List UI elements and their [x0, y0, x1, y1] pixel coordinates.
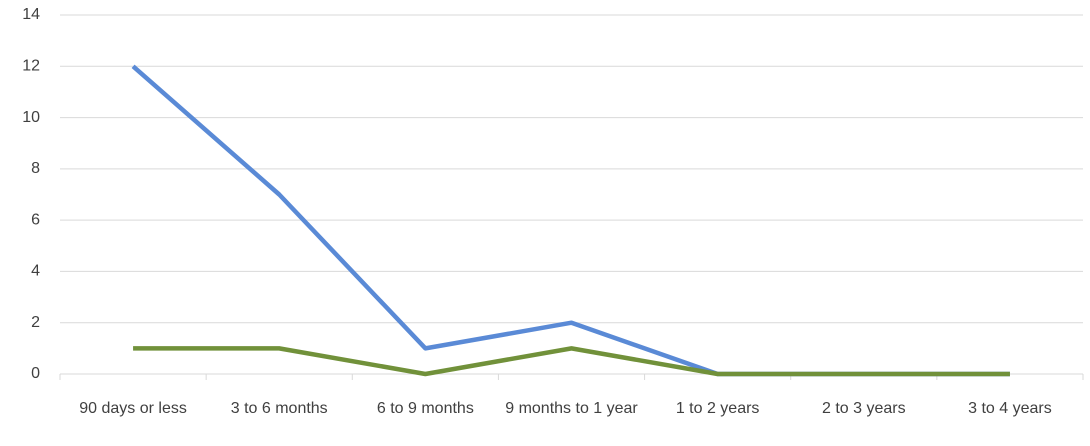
- line: [133, 346, 1010, 377]
- y-tick-label: 8: [31, 160, 40, 177]
- y-tick-label: 12: [22, 58, 40, 75]
- y-tick-label: 0: [31, 365, 40, 382]
- y-tick-label: 14: [22, 6, 40, 23]
- y-tick-label: 2: [31, 314, 40, 331]
- x-tick-label: 2 to 3 years: [821, 400, 906, 417]
- x-tick-label: 6 to 9 months: [376, 400, 474, 417]
- x-tick-label: 3 to 6 months: [230, 400, 328, 417]
- x-tick-label: 9 months to 1 year: [505, 400, 638, 417]
- x-tick-label: 3 to 4 years: [968, 400, 1052, 417]
- y-tick-label: 6: [31, 211, 40, 228]
- x-tick-label: 90 days or less: [79, 400, 187, 417]
- y-tick-label: 4: [31, 263, 40, 280]
- y-tick-label: 10: [22, 109, 40, 126]
- x-tick-label: 1 to 2 years: [675, 400, 760, 417]
